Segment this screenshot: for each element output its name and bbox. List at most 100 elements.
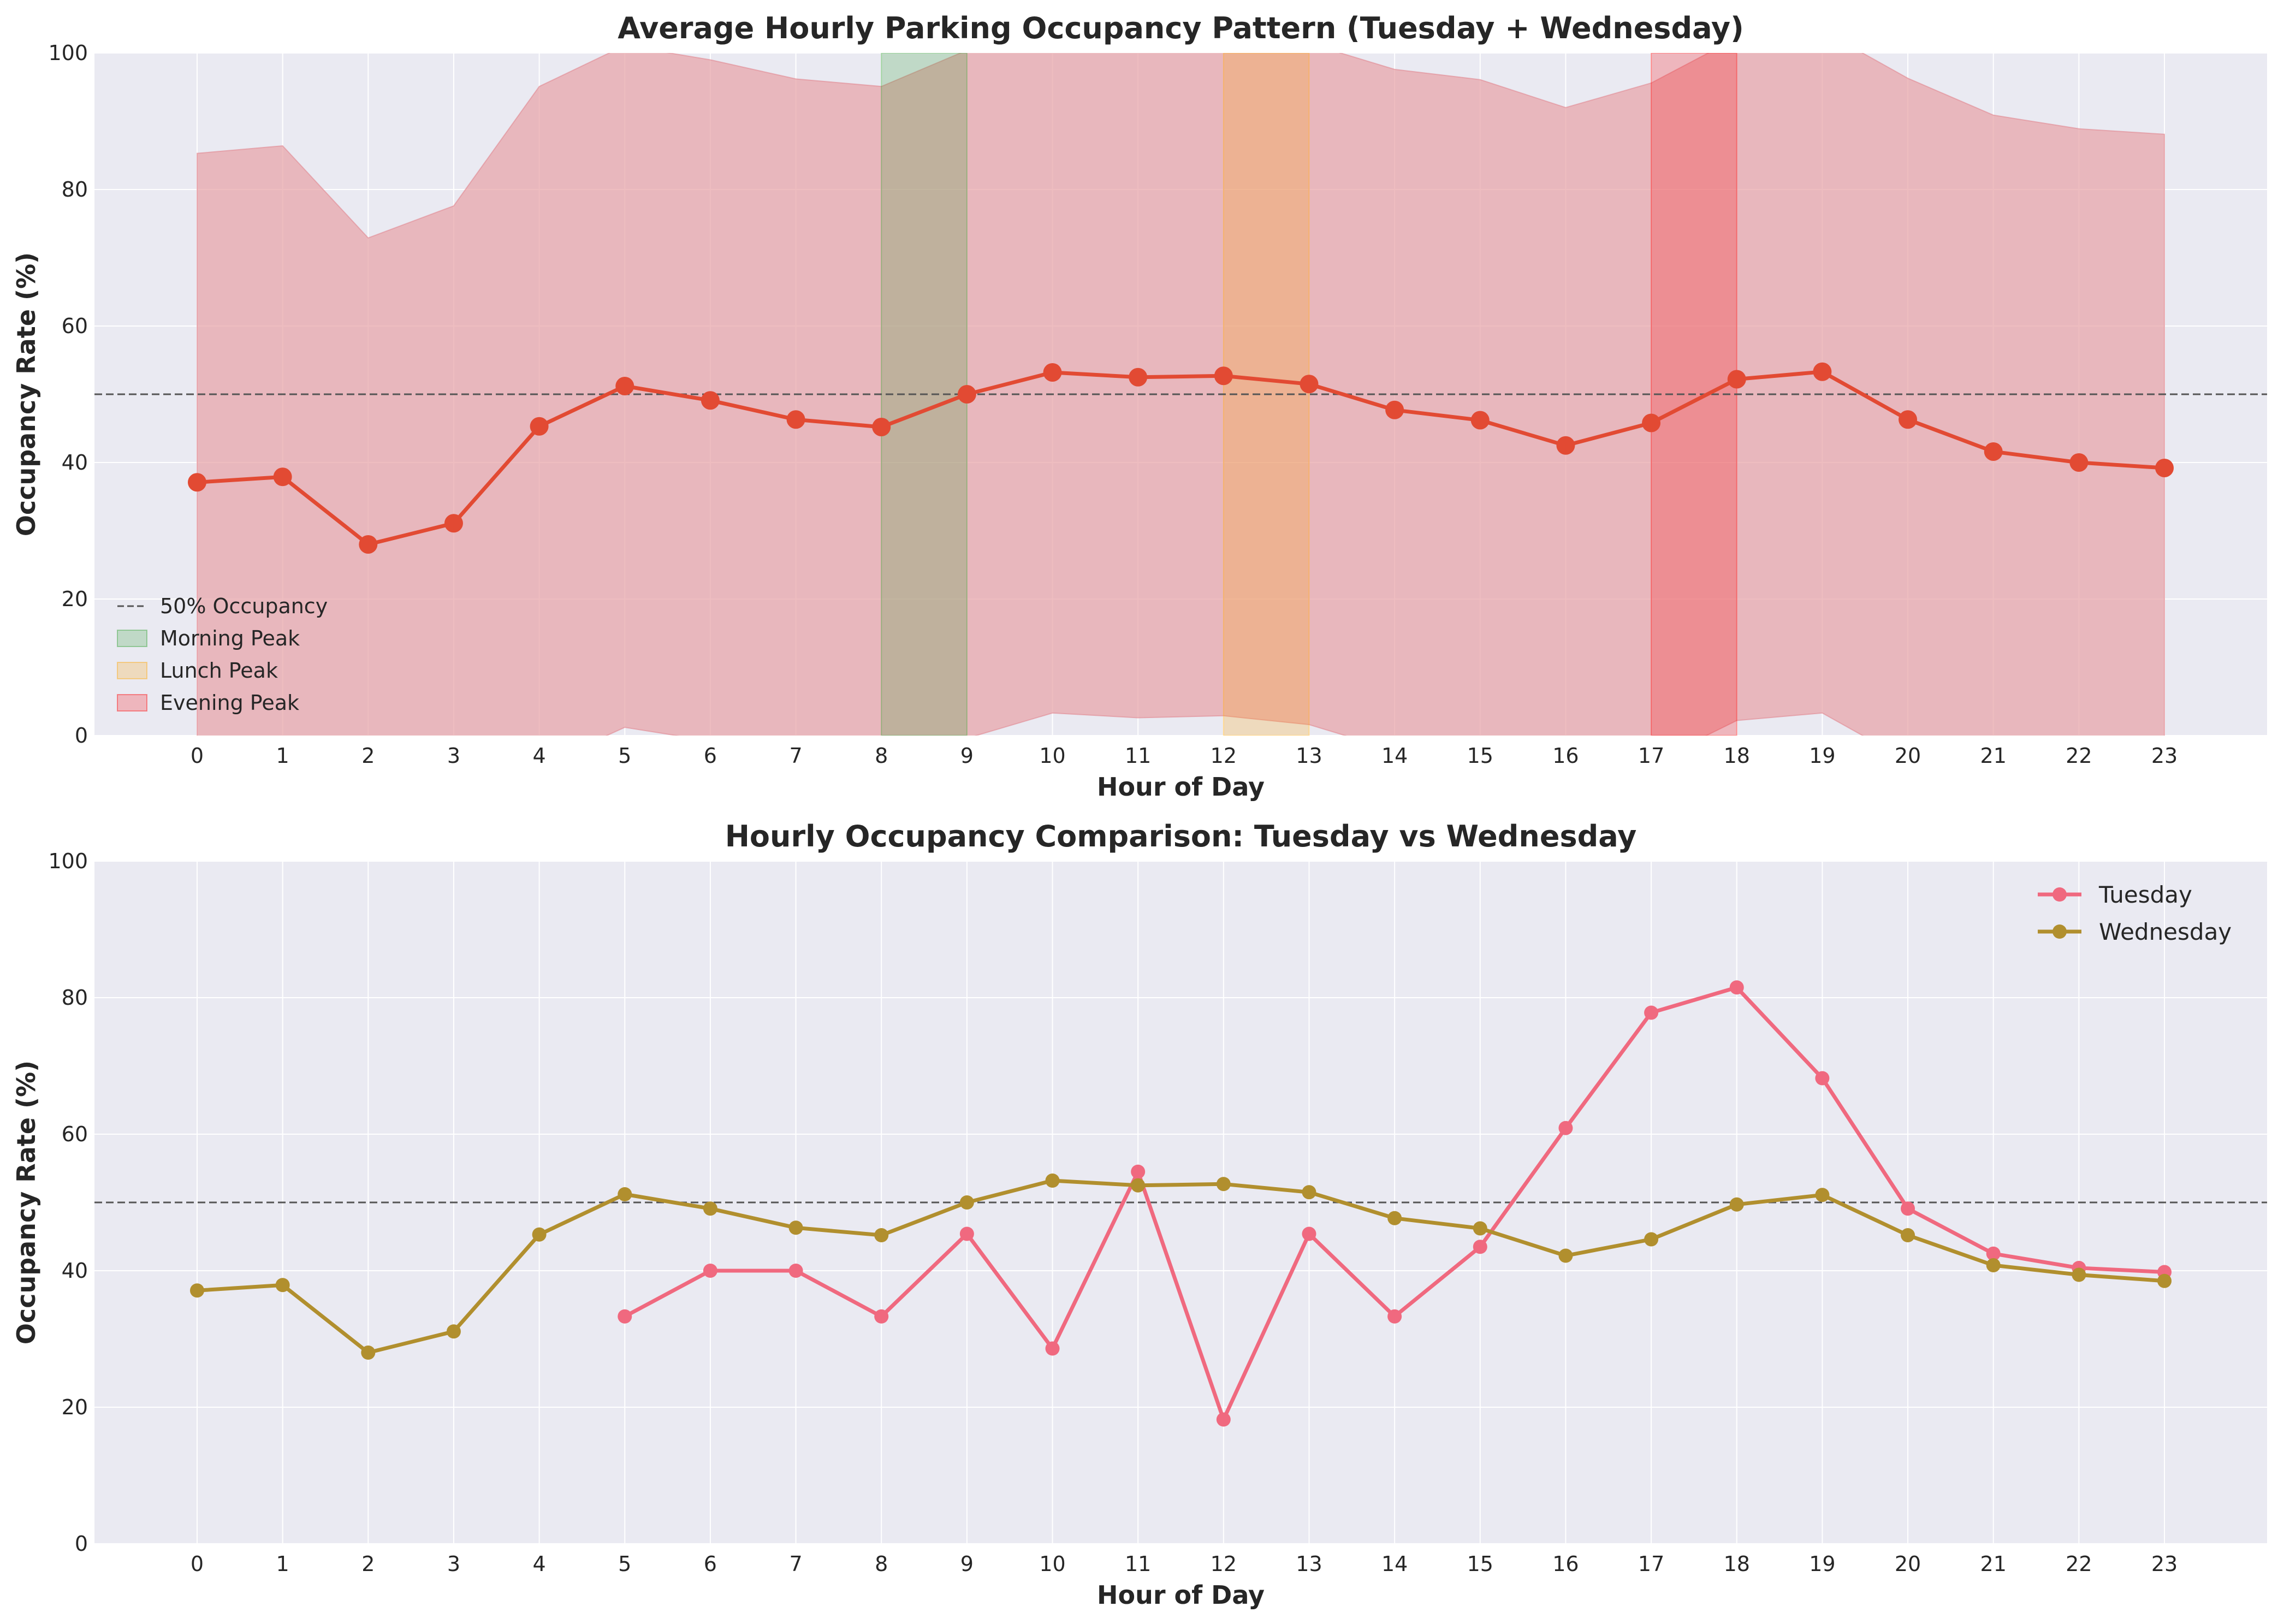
data-point-wednesday [1986, 1258, 2001, 1272]
data-point-average [1385, 400, 1404, 419]
legend-swatch-span [117, 662, 147, 679]
x-tick-label: 2 [361, 744, 375, 768]
x-tick-label: 3 [447, 744, 460, 768]
data-point-wednesday [189, 1283, 204, 1298]
data-point-wednesday [1558, 1248, 1573, 1263]
y-tick-label: 40 [62, 451, 88, 475]
data-point-average [1300, 375, 1319, 394]
data-point-tuesday [1644, 1005, 1659, 1020]
x-tick-label: 22 [2066, 1552, 2092, 1576]
data-point-wednesday [703, 1201, 717, 1216]
data-point-wednesday [1729, 1197, 1744, 1212]
legend-label: Evening Peak [160, 691, 299, 715]
x-tick-label: 22 [2066, 744, 2092, 768]
data-point-average [957, 385, 976, 404]
x-tick-label: 9 [960, 1552, 974, 1576]
data-point-wednesday [788, 1220, 803, 1235]
x-tick-label: 8 [875, 744, 888, 768]
x-tick-label: 0 [191, 744, 204, 768]
y-tick-label: 0 [75, 724, 88, 748]
x-tick-label: 23 [2151, 1552, 2178, 1576]
data-point-average [273, 467, 292, 487]
plot-content [94, 980, 2267, 1427]
y-tick-label: 40 [62, 1259, 88, 1283]
data-point-average [444, 514, 463, 533]
data-point-average [359, 535, 378, 554]
x-tick-label: 16 [1552, 744, 1579, 768]
x-tick-label: 7 [789, 744, 802, 768]
data-point-wednesday [959, 1195, 974, 1210]
x-tick-label: 12 [1211, 1552, 1237, 1576]
data-point-wednesday [1387, 1211, 1402, 1225]
data-point-average [1727, 370, 1746, 389]
x-tick-label: 13 [1296, 744, 1322, 768]
y-tick-label: 20 [62, 587, 88, 611]
data-point-average [786, 410, 805, 429]
x-tick-label: 9 [960, 744, 974, 768]
legend-swatch-marker [2052, 924, 2067, 939]
y-tick-label: 60 [62, 1122, 88, 1146]
data-point-average [2155, 459, 2174, 477]
data-point-average [1129, 368, 1148, 387]
data-point-wednesday [1901, 1228, 1915, 1242]
data-point-tuesday [959, 1226, 974, 1241]
data-point-average [1899, 410, 1918, 429]
data-point-average [2069, 453, 2089, 472]
chart-panel-1: 0 1 2 3 4 5 6 7 8 9 10 11 12 13 14 15 16 17 18 19 20 21 22 2302… [11, 11, 2267, 802]
x-tick-label: 18 [1724, 744, 1750, 768]
data-point-wednesday [361, 1346, 376, 1360]
x-tick-label: 16 [1552, 1552, 1579, 1576]
x-tick-label: 12 [1211, 744, 1237, 768]
x-tick-label: 1 [276, 744, 289, 768]
chart-title: Average Hourly Parking Occupancy Pattern… [618, 11, 1744, 45]
data-point-average [1043, 363, 1062, 382]
data-point-tuesday [1216, 1412, 1231, 1427]
legend-swatch-marker [2052, 887, 2067, 902]
data-point-tuesday [618, 1309, 632, 1324]
x-tick-label: 23 [2151, 744, 2178, 768]
x-tick-label: 21 [1980, 1552, 2007, 1576]
x-tick-label: 0 [191, 1552, 204, 1576]
x-tick-label: 20 [1895, 1552, 1921, 1576]
chart-panel-2: 0 1 2 3 4 5 6 7 8 9 10 11 12 13 14 15 16 17 18 19 20 21 22 2302… [11, 819, 2267, 1610]
data-point-average [1642, 413, 1661, 432]
data-point-wednesday [2157, 1273, 2172, 1288]
x-tick-label: 2 [361, 1552, 375, 1576]
x-tick-label: 14 [1381, 744, 1408, 768]
data-point-wednesday [1815, 1188, 1830, 1202]
x-tick-label: 10 [1039, 1552, 1065, 1576]
x-tick-label: 8 [875, 1552, 888, 1576]
data-point-tuesday [788, 1264, 803, 1278]
x-tick-label: 17 [1638, 744, 1664, 768]
data-point-tuesday [1387, 1309, 1402, 1324]
x-tick-label: 5 [618, 744, 631, 768]
x-tick-label: 11 [1125, 1552, 1151, 1576]
data-point-wednesday [874, 1228, 889, 1242]
data-point-tuesday [1045, 1341, 1060, 1356]
data-point-average [701, 391, 720, 410]
data-point-wednesday [1644, 1232, 1659, 1247]
x-tick-label: 18 [1724, 1552, 1750, 1576]
data-point-average [615, 377, 634, 395]
variability-band [197, 53, 2165, 736]
y-tick-label: 80 [62, 986, 88, 1010]
x-tick-label: 5 [618, 1552, 631, 1576]
data-point-tuesday [874, 1309, 889, 1324]
data-point-wednesday [1302, 1185, 1316, 1200]
x-tick-label: 7 [789, 1552, 802, 1576]
legend-label: Lunch Peak [160, 659, 278, 683]
data-point-average [872, 418, 891, 436]
x-axis-label: Hour of Day [1097, 1580, 1265, 1610]
y-tick-label: 20 [62, 1395, 88, 1419]
y-axis-label: Occupancy Rate (%) [11, 252, 41, 536]
x-tick-label: 14 [1381, 1552, 1408, 1576]
data-point-wednesday [532, 1227, 547, 1242]
data-point-wednesday [275, 1278, 290, 1293]
x-axis-label: Hour of Day [1097, 772, 1265, 802]
x-tick-label: 6 [704, 744, 717, 768]
legend-label: Tuesday [2098, 881, 2192, 908]
y-tick-label: 80 [62, 177, 88, 201]
data-point-tuesday [1302, 1226, 1316, 1241]
